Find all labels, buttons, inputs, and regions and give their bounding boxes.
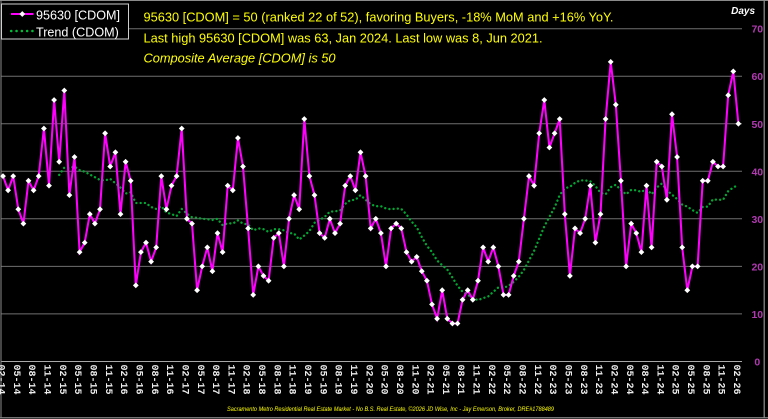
svg-text:11-22: 11-22 [531, 365, 542, 395]
svg-text:02-26: 02-26 [730, 365, 741, 395]
svg-text:02-14: 02-14 [0, 365, 6, 395]
svg-text:11-18: 11-18 [286, 365, 297, 395]
svg-text:08-25: 08-25 [699, 365, 710, 395]
svg-text:30: 30 [751, 214, 763, 226]
svg-text:20: 20 [751, 261, 763, 273]
svg-text:05-22: 05-22 [500, 365, 511, 395]
svg-text:10: 10 [751, 309, 763, 321]
svg-text:05-19: 05-19 [316, 365, 327, 395]
svg-text:11-21: 11-21 [470, 365, 481, 395]
svg-text:05-24: 05-24 [623, 365, 634, 395]
svg-text:08-20: 08-20 [393, 365, 404, 395]
svg-text:11-19: 11-19 [347, 365, 358, 395]
svg-text:02-25: 02-25 [669, 365, 680, 395]
svg-text:11-23: 11-23 [592, 365, 603, 395]
svg-text:05-15: 05-15 [71, 365, 82, 395]
svg-text:Last high 95630 [CDOM] was 63,: Last high 95630 [CDOM] was 63, Jan 2024.… [144, 31, 543, 46]
svg-text:02-17: 02-17 [179, 365, 190, 395]
svg-text:02-23: 02-23 [546, 365, 557, 395]
svg-text:05-20: 05-20 [378, 365, 389, 395]
svg-text:08-15: 08-15 [87, 365, 98, 395]
svg-text:50: 50 [751, 119, 763, 131]
svg-text:02-15: 02-15 [56, 365, 67, 395]
svg-text:02-19: 02-19 [301, 365, 312, 395]
svg-text:08-23: 08-23 [577, 365, 588, 395]
svg-text:05-14: 05-14 [10, 365, 21, 395]
svg-text:11-15: 11-15 [102, 365, 113, 395]
svg-text:Days: Days [731, 6, 755, 17]
svg-text:02-22: 02-22 [485, 365, 496, 395]
svg-text:11-24: 11-24 [653, 365, 664, 395]
svg-text:05-21: 05-21 [439, 365, 450, 395]
svg-text:11-25: 11-25 [715, 365, 726, 395]
svg-text:05-25: 05-25 [684, 365, 695, 395]
svg-text:08-24: 08-24 [638, 365, 649, 395]
svg-text:11-14: 11-14 [41, 365, 52, 395]
svg-text:08-16: 08-16 [148, 365, 159, 395]
svg-text:02-21: 02-21 [424, 365, 435, 395]
svg-text:0: 0 [754, 357, 760, 369]
svg-text:08-18: 08-18 [270, 365, 281, 395]
svg-text:05-18: 05-18 [255, 365, 266, 395]
svg-text:02-24: 02-24 [607, 365, 618, 395]
svg-text:05-16: 05-16 [133, 365, 144, 395]
svg-text:08-22: 08-22 [516, 365, 527, 395]
svg-text:11-16: 11-16 [163, 365, 174, 395]
svg-text:08-21: 08-21 [454, 365, 465, 395]
svg-text:Composite Average [CDOM] is 50: Composite Average [CDOM] is 50 [144, 51, 337, 66]
svg-text:02-16: 02-16 [117, 365, 128, 395]
svg-text:Trend (CDOM): Trend (CDOM) [36, 25, 119, 39]
svg-text:95630 [CDOM]: 95630 [CDOM] [36, 8, 120, 22]
svg-text:11-17: 11-17 [224, 365, 235, 395]
svg-text:08-19: 08-19 [332, 365, 343, 395]
svg-text:02-18: 02-18 [240, 365, 251, 395]
svg-text:11-20: 11-20 [408, 365, 419, 395]
svg-text:Sacramento Metro Residential R: Sacramento Metro Residential Real Estate… [227, 405, 554, 413]
svg-text:95630 [CDOM] = 50 (ranked 22 o: 95630 [CDOM] = 50 (ranked 22 of 52), fav… [144, 10, 614, 25]
svg-text:40: 40 [751, 166, 763, 178]
svg-text:05-17: 05-17 [194, 365, 205, 395]
svg-text:05-23: 05-23 [562, 365, 573, 395]
svg-text:70: 70 [751, 24, 763, 36]
svg-text:02-20: 02-20 [362, 365, 373, 395]
svg-text:08-14: 08-14 [25, 365, 36, 395]
svg-text:60: 60 [751, 71, 763, 83]
svg-text:08-17: 08-17 [209, 365, 220, 395]
